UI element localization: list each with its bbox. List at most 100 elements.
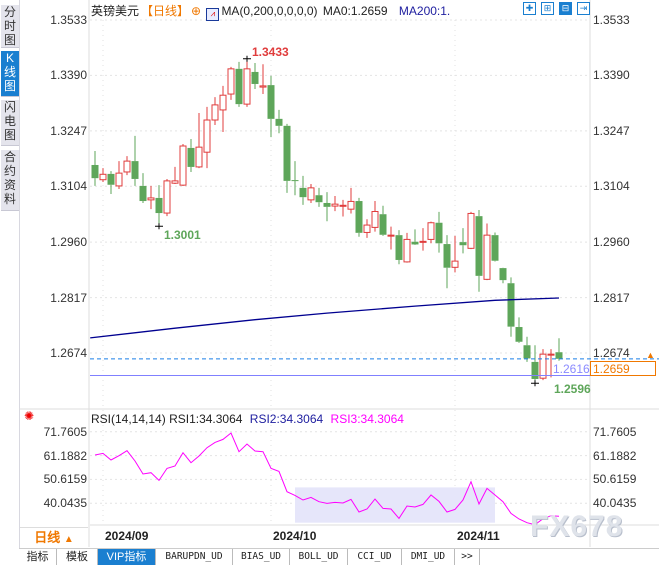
overlay-lines <box>90 55 659 387</box>
period-selector[interactable]: 日线 ▲ <box>20 527 88 547</box>
exit-icon[interactable]: ⇥ <box>577 2 590 15</box>
candle-body-down <box>251 71 259 84</box>
candle-body-up <box>179 145 187 186</box>
date-label-nov: 2024/11 <box>457 529 500 543</box>
candle-body-down <box>443 244 451 268</box>
candle-body-up <box>331 203 339 207</box>
candle <box>323 192 331 222</box>
candle-body-down <box>91 164 99 179</box>
sidebar-tab-timeshare[interactable]: 分时图 <box>1 5 19 48</box>
last-price-box: 1.2659 <box>590 361 656 376</box>
candle <box>411 229 419 245</box>
tab-templates[interactable]: 模板 <box>57 549 98 565</box>
sidebar-tab-flash[interactable]: 闪电图 <box>1 100 19 146</box>
rsi3-value: RSI3:34.3064 <box>330 412 404 426</box>
candle <box>163 178 171 217</box>
candle <box>339 199 347 217</box>
price-tick-right: 1.2817 <box>593 290 630 305</box>
candle-body-up <box>171 180 179 184</box>
candle <box>187 139 195 172</box>
tab-dmi-ud[interactable]: DMI_UD <box>402 549 455 565</box>
candle-body-up <box>203 119 211 153</box>
candle <box>483 223 491 281</box>
chart-header: 英镑美元 【日线】 ⊕ ⩘ MA(0,200,0,0,0,0) MA0:1.2659 … <box>91 2 452 21</box>
candle-body-down <box>283 125 291 181</box>
crosshair-icon[interactable]: ✚ <box>523 2 536 15</box>
candle <box>283 123 291 193</box>
candle-body-down <box>395 235 403 260</box>
candle <box>211 97 219 126</box>
candle <box>243 58 251 107</box>
candle-body-up <box>115 172 123 187</box>
tab-cci-ud[interactable]: CCI_UD <box>348 549 402 565</box>
price-tick-left: 1.3390 <box>50 68 87 83</box>
candle <box>523 336 531 362</box>
candle <box>259 64 267 95</box>
tab-bias-ud[interactable]: BIAS_UD <box>233 549 290 565</box>
candle <box>235 61 243 107</box>
price-tick-left: 1.2817 <box>50 290 87 305</box>
candle-body-up <box>451 260 459 268</box>
rsi-tick-left: 40.0435 <box>43 496 87 511</box>
tab-vip-indicators[interactable]: VIP指标 <box>98 549 156 565</box>
candle-body-down <box>315 195 323 203</box>
candle-body-up <box>147 197 155 201</box>
candle <box>427 221 435 244</box>
candle-body-up <box>307 187 315 201</box>
candle-body-down <box>355 201 363 233</box>
sidebar-tab-contract-info[interactable]: 合约资料 <box>1 150 19 211</box>
tab-more[interactable]: >> <box>455 549 480 565</box>
price-tick-right: 1.3247 <box>593 123 630 138</box>
tab-boll-ud[interactable]: BOLL_UD <box>290 549 348 565</box>
candle-body-down <box>555 352 563 359</box>
high-annotation: 1.3433 <box>252 45 289 59</box>
candle <box>443 235 451 289</box>
candle-body-up <box>483 234 491 280</box>
tab-indicators[interactable]: 指标 <box>19 549 57 565</box>
rsi-tick-right: 61.1882 <box>593 448 637 463</box>
zoom-in-icon[interactable]: ⊞ <box>541 2 554 15</box>
rsi-header: RSI(14,14,14) RSI1:34.3064 RSI2:34.3064 … <box>91 412 404 426</box>
rsi-tick-right: 40.0435 <box>593 496 637 511</box>
candle <box>115 161 123 190</box>
price-alert-icon[interactable]: ▲ <box>646 350 655 360</box>
candle-body-up <box>99 173 107 181</box>
zoom-out-icon[interactable]: ⊟ <box>559 2 572 15</box>
candle-body-up <box>211 104 219 121</box>
candle-body-up <box>419 240 427 243</box>
candle-body-down <box>107 173 115 185</box>
rsi-tick-right: 71.7605 <box>593 424 637 439</box>
candle-body-up <box>363 224 371 233</box>
candle <box>475 209 483 292</box>
candle-body-up <box>547 353 555 356</box>
candle-body-up <box>339 204 347 207</box>
candle <box>491 232 499 262</box>
period-label: 【日线】 <box>141 4 190 18</box>
candle-body-down <box>475 216 483 276</box>
low-annotation-left: 1.3001 <box>164 228 201 242</box>
sidebar-tab-kline[interactable]: K线图 <box>1 51 19 97</box>
candle <box>147 185 155 210</box>
candle-body-down <box>155 197 163 214</box>
candle <box>91 151 99 186</box>
candle-body-down <box>291 180 299 182</box>
candle <box>347 187 355 214</box>
rsi-tick-left: 71.7605 <box>43 424 87 439</box>
price-tick-right: 1.3533 <box>593 13 630 27</box>
indicator-tab-bar: 指标 模板 VIP指标 BARUPDN_UD BIAS_UD BOLL_UD C… <box>19 548 659 565</box>
indicator-chart-icon[interactable]: ⩘ <box>206 8 220 21</box>
chart-type-sidebar: 分时图 K线图 闪电图 合约资料 <box>0 0 20 548</box>
candle <box>435 211 443 253</box>
candle-body-down <box>411 241 419 245</box>
candle <box>363 219 371 238</box>
candle-body-down <box>491 235 499 261</box>
candle <box>307 183 315 203</box>
line-level-label: 1.2616 <box>553 362 590 376</box>
tab-barupdn-ud[interactable]: BARUPDN_UD <box>156 549 233 565</box>
candle <box>419 228 427 251</box>
crosshair-target-icon[interactable]: ⊕ <box>191 4 202 18</box>
candle <box>547 349 555 378</box>
candle-body-down <box>275 118 283 126</box>
indicator-settings-icon[interactable]: ✺ <box>24 409 35 423</box>
